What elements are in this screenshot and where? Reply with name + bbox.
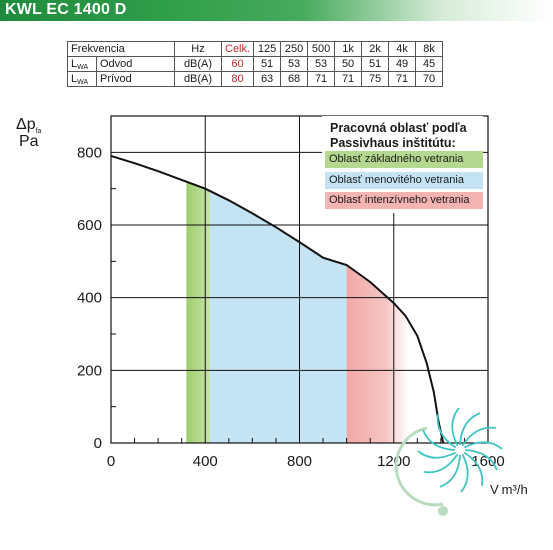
fan-curve-line xyxy=(110,155,445,444)
logo-blade xyxy=(459,412,481,446)
y-tick-label: 600 xyxy=(77,217,102,234)
zone-band xyxy=(186,155,210,443)
row-value: 68 xyxy=(280,71,309,87)
x-tick-label: 800 xyxy=(287,453,312,470)
title-bar: KWL EC 1400 D xyxy=(0,0,553,21)
y-axis-label: Δpfa xyxy=(16,116,42,135)
tick-labels: 0 400 800 1200 1600 0 200 400 600 800 xyxy=(77,144,505,470)
row-value: 70 xyxy=(415,71,444,87)
row-name: Prívod xyxy=(96,71,175,87)
lwa-sub: WA xyxy=(77,78,89,86)
y-tick-label: 0 xyxy=(94,435,102,452)
y-tick-label: 400 xyxy=(77,290,102,307)
fan-swirl-logo-icon xyxy=(394,407,503,516)
product-title: KWL EC 1400 D xyxy=(5,1,127,18)
row-total: 80 xyxy=(220,71,255,87)
lwa-label: LWA xyxy=(67,56,97,72)
legend-title-line: Passivhaus inštitútu: xyxy=(330,136,456,150)
logo-blade xyxy=(460,453,469,493)
lwa-sub: WA xyxy=(77,63,89,71)
logo-blade xyxy=(423,453,459,474)
logo-blade xyxy=(463,451,484,487)
row-value: 71 xyxy=(388,71,417,87)
row-unit: dB(A) xyxy=(174,71,222,87)
logo-blade xyxy=(422,429,456,451)
logo-blade xyxy=(451,407,460,447)
header-cell-500: 500 xyxy=(307,41,336,57)
plot-frame xyxy=(110,115,489,444)
noise-table-row: LWA Prívod dB(A) 80 63 68 71 71 75 71 70 xyxy=(67,71,444,87)
legend-item-intensive: Oblasť intenzívneho vetrania xyxy=(325,192,483,209)
logo-blade xyxy=(461,426,497,447)
noise-table-row: LWA Odvod dB(A) 60 51 53 53 50 51 49 45 xyxy=(67,56,444,72)
logo-blade xyxy=(417,450,457,459)
chart-grid xyxy=(110,115,489,444)
logo-blade xyxy=(439,454,461,488)
row-value: 53 xyxy=(280,56,309,72)
logo-blade xyxy=(464,449,498,471)
logo-blade xyxy=(463,441,503,450)
logo-arc xyxy=(394,426,444,507)
y-tick-label: 800 xyxy=(77,144,102,161)
lwa-main: L xyxy=(71,72,78,85)
lwa-main: L xyxy=(71,57,78,70)
y-tick-label: 200 xyxy=(77,362,102,379)
legend-title-line: Pracovná oblasť podľa xyxy=(330,121,467,135)
row-value: 45 xyxy=(415,56,444,72)
x-tick-label: 0 xyxy=(107,453,115,470)
logo-blade xyxy=(436,413,457,449)
x-tick-label: 1200 xyxy=(377,453,410,470)
legend-title: Pracovná oblasť podľa Passivhaus inštitú… xyxy=(330,121,467,151)
noise-table: Frekvencia Hz Celk. 125 250 500 1k 2k 4k… xyxy=(67,41,444,87)
legend-item-nominal: Oblasť menovitého vetrania xyxy=(325,172,483,189)
row-value: 63 xyxy=(253,71,282,87)
logo-dot xyxy=(438,506,448,516)
legend-item-basic: Oblasť základného vetrania xyxy=(325,151,483,168)
x-tick-label: 400 xyxy=(193,453,218,470)
row-value: 71 xyxy=(334,71,363,87)
y-axis-unit: Pa xyxy=(19,133,39,150)
x-tick-label: 1600 xyxy=(471,453,504,470)
